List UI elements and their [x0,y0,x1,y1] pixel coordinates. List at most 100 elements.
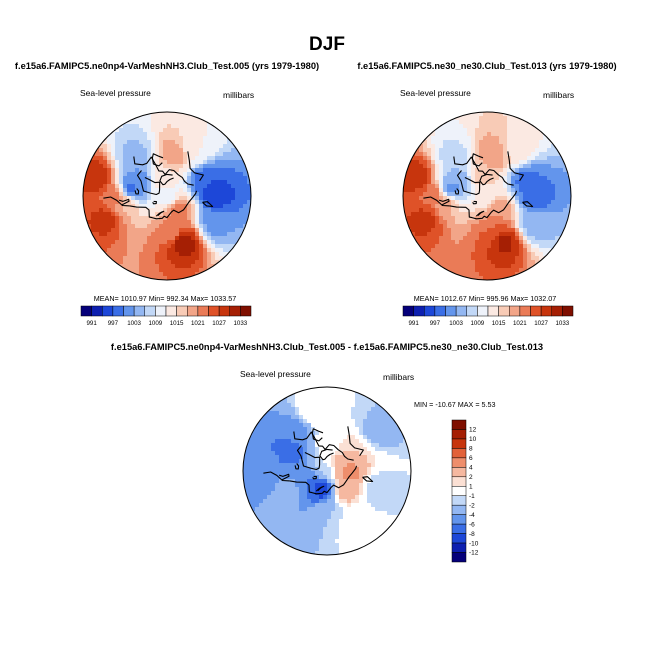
field-cell [419,244,424,249]
field-cell [191,140,196,145]
field-cell [363,463,368,468]
field-cell [155,212,160,217]
field-cell [563,196,568,201]
field-cell [103,180,108,185]
field-cell [531,208,536,213]
field-cell [139,188,144,193]
field-cell [447,244,452,249]
field-cell [483,132,488,137]
field-cell [115,140,120,145]
field-cell [287,447,292,452]
field-cell [139,160,144,165]
field-cell [175,224,180,229]
field-cell [383,427,388,432]
field-cell [299,447,304,452]
field-cell [455,180,460,185]
field-cell [335,495,340,500]
field-cell [451,156,456,161]
field-cell [415,236,420,241]
field-cell [131,168,136,173]
field-cell [471,184,476,189]
field-cell [431,204,436,209]
field-cell [491,212,496,217]
field-cell [535,252,540,257]
field-cell [271,427,276,432]
field-cell [419,192,424,197]
field-cell [147,196,152,201]
colorbar-swatch [208,305,220,317]
field-cell [511,192,516,197]
field-cell [123,144,128,149]
field-cell [507,152,512,157]
field-cell [143,180,148,185]
field-cell [383,431,388,436]
field-cell [211,172,216,177]
field-cell [527,240,532,245]
field-cell [343,407,348,412]
field-cell [347,459,352,464]
field-cell [331,535,336,540]
field-cell [563,188,568,193]
field-cell [119,260,124,265]
field-cell [331,427,336,432]
field-cell [355,535,360,540]
field-cell [175,232,180,237]
field-cell [447,260,452,265]
field-cell [551,220,556,225]
field-cell [99,216,104,221]
field-cell [471,176,476,181]
field-cell [415,164,420,169]
field-cell [523,224,528,229]
field-cell [239,180,244,185]
field-cell [139,232,144,237]
field-cell [131,180,136,185]
field-cell [411,212,416,217]
field-cell [295,499,300,504]
field-cell [211,236,216,241]
field-cell [115,184,120,189]
field-cell [547,196,552,201]
field-cell [191,172,196,177]
field-cell [439,220,444,225]
field-cell [215,240,220,245]
field-cell [539,212,544,217]
field-cell [391,519,396,524]
field-cell [203,184,208,189]
field-cell [535,180,540,185]
field-cell [375,459,380,464]
field-cell [147,156,152,161]
field-cell [563,168,568,173]
field-cell [523,172,528,177]
field-cell [287,471,292,476]
field-cell [247,204,251,209]
field-cell [455,220,460,225]
field-cell [127,128,132,133]
field-cell [319,499,324,504]
field-cell [363,427,368,432]
colorbar-tick-label: 991 [408,320,419,327]
field-cell [159,268,164,273]
field-cell [291,515,296,520]
field-cell [215,148,220,153]
field-cell [135,156,140,161]
field-cell [323,427,328,432]
field-cell [151,116,156,121]
field-cell [567,224,571,229]
field-cell [111,228,116,233]
field-cell [515,216,520,221]
field-cell [439,204,444,209]
field-cell [463,268,468,273]
field-cell [479,172,484,177]
field-cell [363,539,368,544]
field-cell [159,148,164,153]
field-cell [383,495,388,500]
field-cell [143,172,148,177]
field-cell [111,224,116,229]
field-cell [111,236,116,241]
field-cell [367,507,372,512]
field-cell [187,184,192,189]
field-cell [427,196,432,201]
field-cell [167,156,172,161]
field-cell [107,220,112,225]
field-cell [187,188,192,193]
